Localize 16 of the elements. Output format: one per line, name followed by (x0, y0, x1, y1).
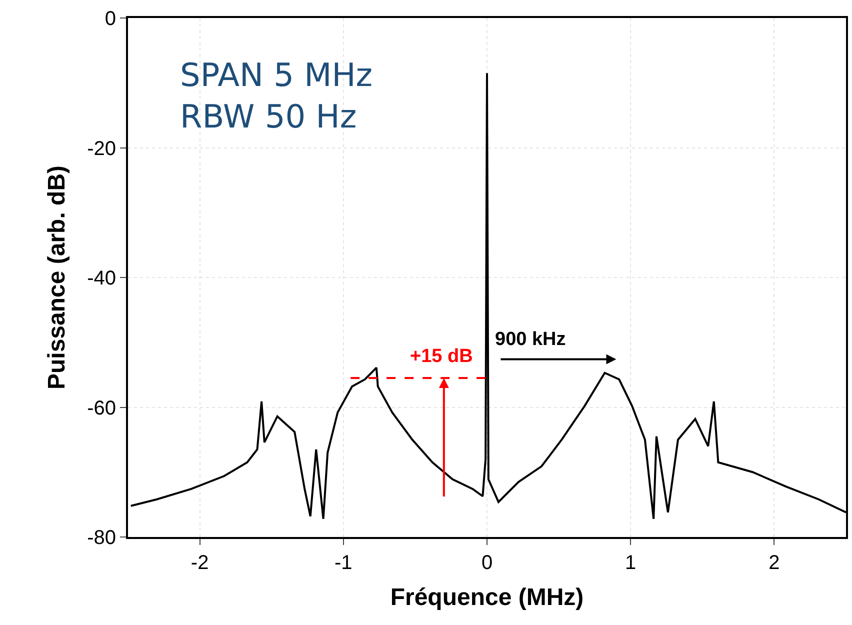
annotation: RBW 50 Hz (180, 98, 357, 136)
x-tick-label: -1 (334, 552, 352, 574)
x-tick-label: 1 (625, 552, 636, 574)
annotation: SPAN 5 MHz (180, 56, 373, 94)
x-tick-label: -2 (190, 552, 209, 574)
annotation: 900 kHz (495, 329, 566, 350)
y-tick-label: -40 (87, 268, 116, 290)
y-axis-title: Puissance (arb. dB) (44, 165, 71, 390)
x-tick-label: 2 (768, 552, 780, 574)
y-tick-label: -20 (87, 138, 116, 160)
x-axis-title: Fréquence (MHz) (390, 584, 584, 611)
y-tick-label: 0 (104, 8, 116, 30)
y-tick-label: -80 (87, 527, 116, 549)
annotation: +15 dB (410, 346, 473, 367)
x-tick-label: 0 (481, 552, 493, 574)
y-tick-label: -60 (87, 397, 116, 420)
